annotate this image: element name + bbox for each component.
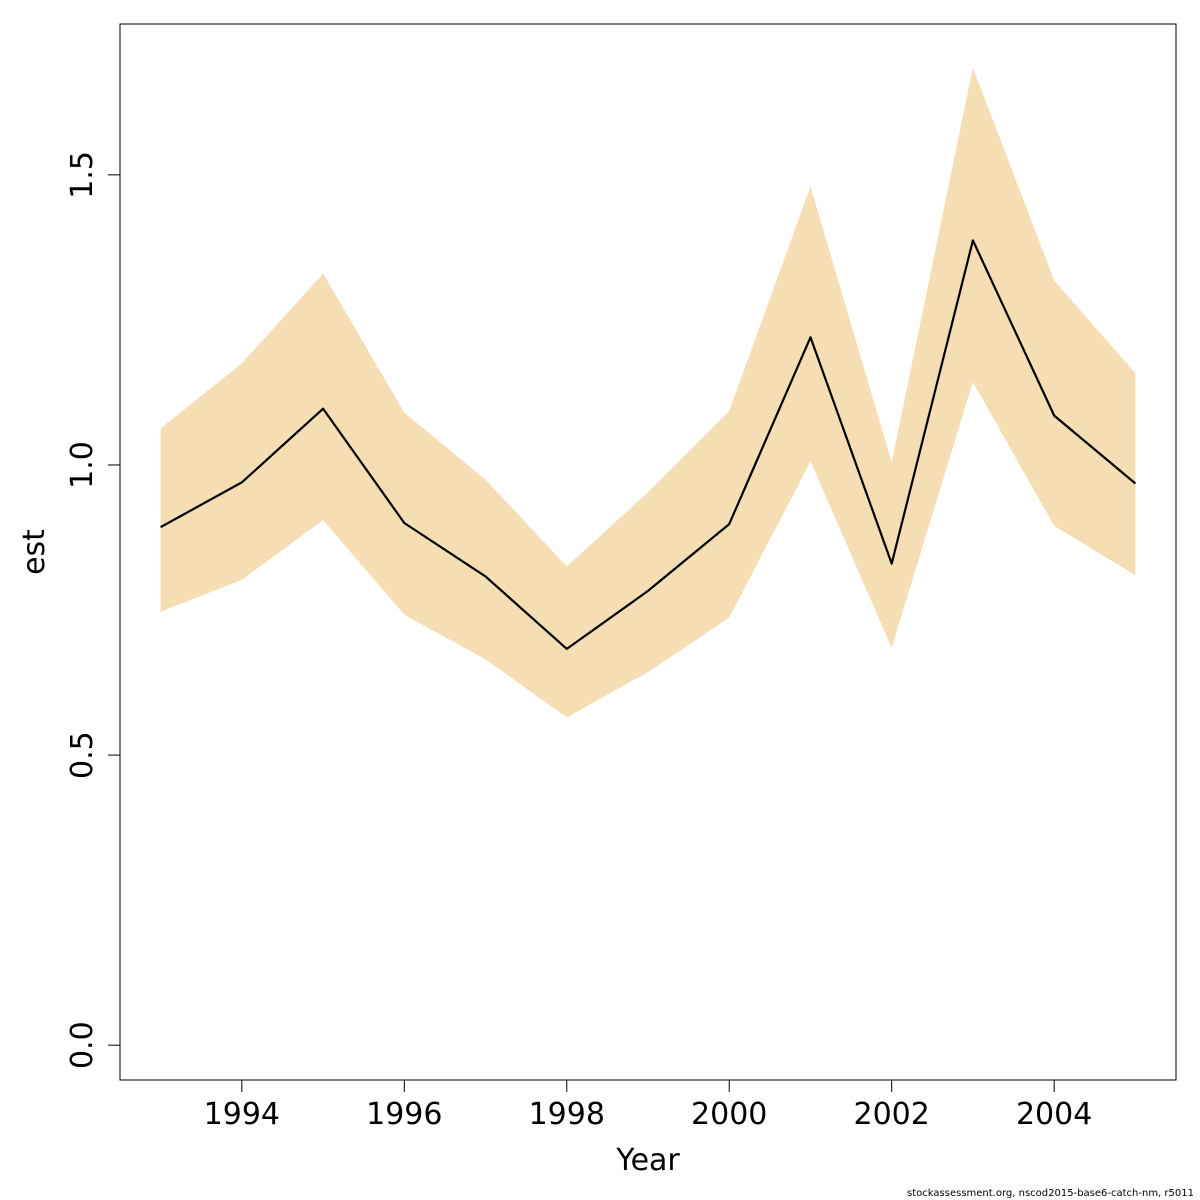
x-tick-label: 2000	[691, 1097, 767, 1132]
y-tick-label: 0.5	[65, 731, 100, 779]
y-axis-title: est	[17, 529, 52, 575]
y-tick-label: 0.0	[65, 1021, 100, 1069]
x-tick-label: 1998	[529, 1097, 605, 1132]
source-footnote: stockassessment.org, nscod2015-base6-cat…	[907, 1188, 1194, 1199]
x-tick-label: 1996	[366, 1097, 442, 1132]
x-tick-label: 2002	[854, 1097, 930, 1132]
estimate-line	[160, 239, 1137, 651]
confidence-band	[160, 67, 1136, 718]
x-tick-label: 1994	[204, 1097, 280, 1132]
x-axis: 1994 1996 1998 2000 2002 2004	[204, 1080, 1092, 1132]
y-tick-label: 1.5	[65, 151, 100, 199]
x-axis-title: Year	[615, 1143, 680, 1178]
plot-area	[160, 67, 1137, 718]
x-tick-label: 2004	[1016, 1097, 1092, 1132]
y-axis: 0.0 0.5 1.0 1.5	[65, 151, 120, 1069]
plot-frame	[119, 23, 1177, 1081]
y-tick-label: 1.0	[65, 441, 100, 489]
